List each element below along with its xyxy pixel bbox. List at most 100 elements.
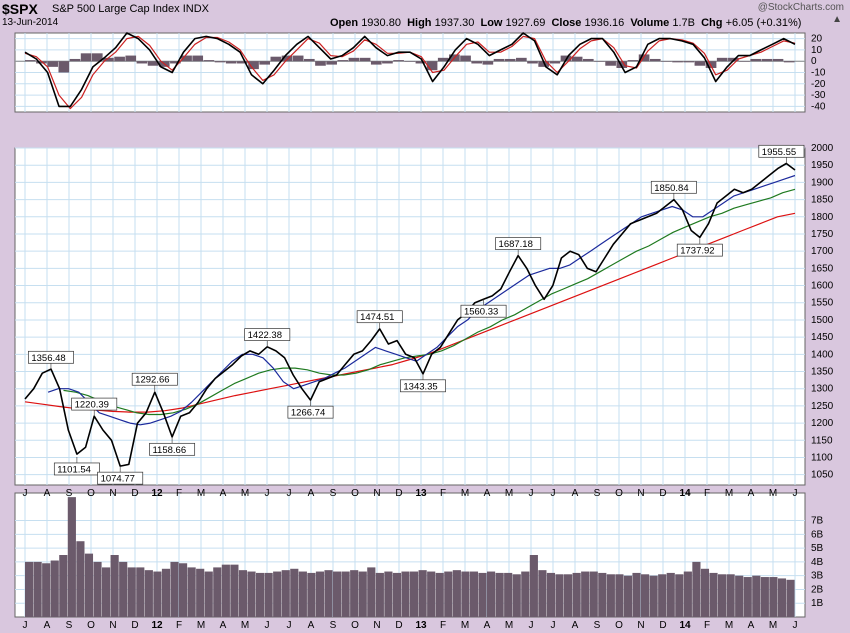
price-x-tick-label: 13 — [415, 488, 427, 499]
indicator-histogram-bar — [493, 58, 505, 62]
indicator-histogram-bar — [147, 61, 159, 66]
indicator-histogram-bar — [415, 61, 427, 64]
close-value: 1936.16 — [584, 17, 625, 29]
indicator-histogram-bar — [136, 61, 148, 64]
volume-bar — [204, 571, 213, 617]
annotation-box — [495, 237, 542, 250]
indicator-histogram-bar — [359, 57, 371, 62]
volume-y-tick-label: 1B — [811, 598, 824, 609]
volume-bar — [84, 553, 94, 617]
volume-bar — [256, 572, 265, 617]
indicator-histogram-bar — [214, 61, 226, 63]
annotation-box — [131, 372, 178, 386]
volume-x-tick-label: N — [637, 620, 644, 631]
volume-bar — [264, 572, 273, 617]
indicator-histogram-bar — [248, 61, 259, 70]
volume-bar — [298, 571, 307, 617]
indicator-histogram-bar — [259, 61, 271, 65]
indicator-histogram-bar — [783, 61, 795, 63]
volume-x-tick-label: S — [66, 620, 73, 631]
volume-bar — [333, 571, 342, 617]
indicator-histogram-bar — [114, 56, 125, 62]
volume-y-tick-label: 7B — [811, 516, 824, 527]
annotation-box — [400, 379, 446, 393]
indicator-histogram-bar — [125, 55, 137, 62]
volume-bar — [410, 571, 419, 617]
price-x-tick-label: M — [461, 488, 469, 499]
volume-x-tick-label: D — [659, 620, 666, 631]
price-x-tick-label: N — [109, 488, 116, 499]
volume-bar — [692, 561, 701, 617]
indicator-histogram-bar — [47, 61, 58, 67]
indicator-histogram-bar — [616, 61, 628, 68]
volume-x-tick-label: J — [287, 620, 292, 631]
low-value: 1927.69 — [505, 17, 546, 29]
indicator-histogram-bar — [582, 58, 594, 62]
panel-price — [14, 147, 806, 486]
price-line — [24, 162, 796, 467]
price-x-tick-label: D — [131, 488, 138, 499]
volume-bar — [427, 571, 436, 617]
indicator-histogram-bar — [58, 61, 70, 73]
indicator-histogram-bar — [716, 57, 728, 62]
price-y-tick-label: 1850 — [811, 195, 834, 206]
volume-bar — [606, 574, 615, 617]
annotation-box — [356, 310, 403, 324]
indicator-histogram-bar — [281, 55, 293, 62]
annotation-box — [53, 462, 100, 476]
annotation-label: 1560.33 — [464, 307, 498, 318]
indicator-histogram-bar — [36, 61, 47, 64]
indicator-histogram-bar — [683, 61, 695, 63]
indicator-histogram-bar — [69, 58, 81, 62]
price-y-tick-label: 1100 — [811, 452, 833, 463]
volume-bar — [93, 561, 102, 617]
volume-bar — [42, 563, 51, 617]
indicator-histogram-bar — [181, 55, 192, 62]
price-x-tick-label: 12 — [151, 488, 163, 499]
price-y-tick-label: 1450 — [811, 332, 834, 343]
volume-bar — [623, 575, 633, 617]
indicator-histogram-bar — [605, 61, 616, 66]
volume-bar — [546, 572, 556, 617]
annotation-box — [149, 442, 196, 456]
volume-bar — [144, 570, 153, 617]
volume-bar — [581, 571, 590, 617]
volume-bar — [273, 571, 282, 617]
volume-bar — [76, 541, 85, 617]
indicator-histogram-bar — [303, 58, 315, 62]
indicator-histogram-bar — [761, 58, 773, 62]
volume-bar — [238, 570, 248, 617]
volume-bar — [247, 571, 256, 617]
annotation-label: 1422.38 — [248, 330, 282, 341]
volume-x-tick-label: F — [704, 620, 710, 631]
volume-bar — [666, 572, 675, 617]
annotation-label: 1850.84 — [654, 183, 688, 194]
annotation-box — [650, 180, 697, 194]
volume-bar — [153, 571, 162, 617]
price-x-tick-label: J — [23, 488, 28, 499]
ma-mid-line — [63, 188, 796, 416]
indicator-histogram-bar — [437, 57, 449, 62]
volume-bar — [127, 567, 136, 617]
volume-bar — [675, 574, 684, 617]
volume-bar — [179, 563, 188, 617]
indicator-y-tick-label: -40 — [811, 101, 826, 112]
low-label: Low — [480, 17, 503, 29]
annotation-label: 1220.39 — [75, 400, 109, 411]
volume-bar — [615, 574, 624, 617]
price-x-tick-label: N — [637, 488, 644, 499]
collapse-triangle-icon[interactable]: ▲ — [832, 14, 842, 25]
volume-bar — [572, 572, 581, 617]
volume-y-tick-label: 6B — [811, 529, 824, 540]
indicator-histogram-bar — [203, 60, 215, 62]
volume-bar — [324, 570, 333, 617]
price-x-tick-label: A — [308, 488, 315, 499]
volume-bar — [598, 572, 607, 617]
volume-bar — [358, 571, 367, 617]
chart-date: 13-Jun-2014 — [2, 17, 59, 28]
volume-bar — [529, 555, 538, 617]
indicator-histogram-bar — [237, 61, 248, 64]
volume-x-tick-label: 14 — [679, 620, 691, 631]
price-x-tick-label: M — [725, 488, 733, 499]
price-y-tick-label: 1200 — [811, 418, 834, 429]
